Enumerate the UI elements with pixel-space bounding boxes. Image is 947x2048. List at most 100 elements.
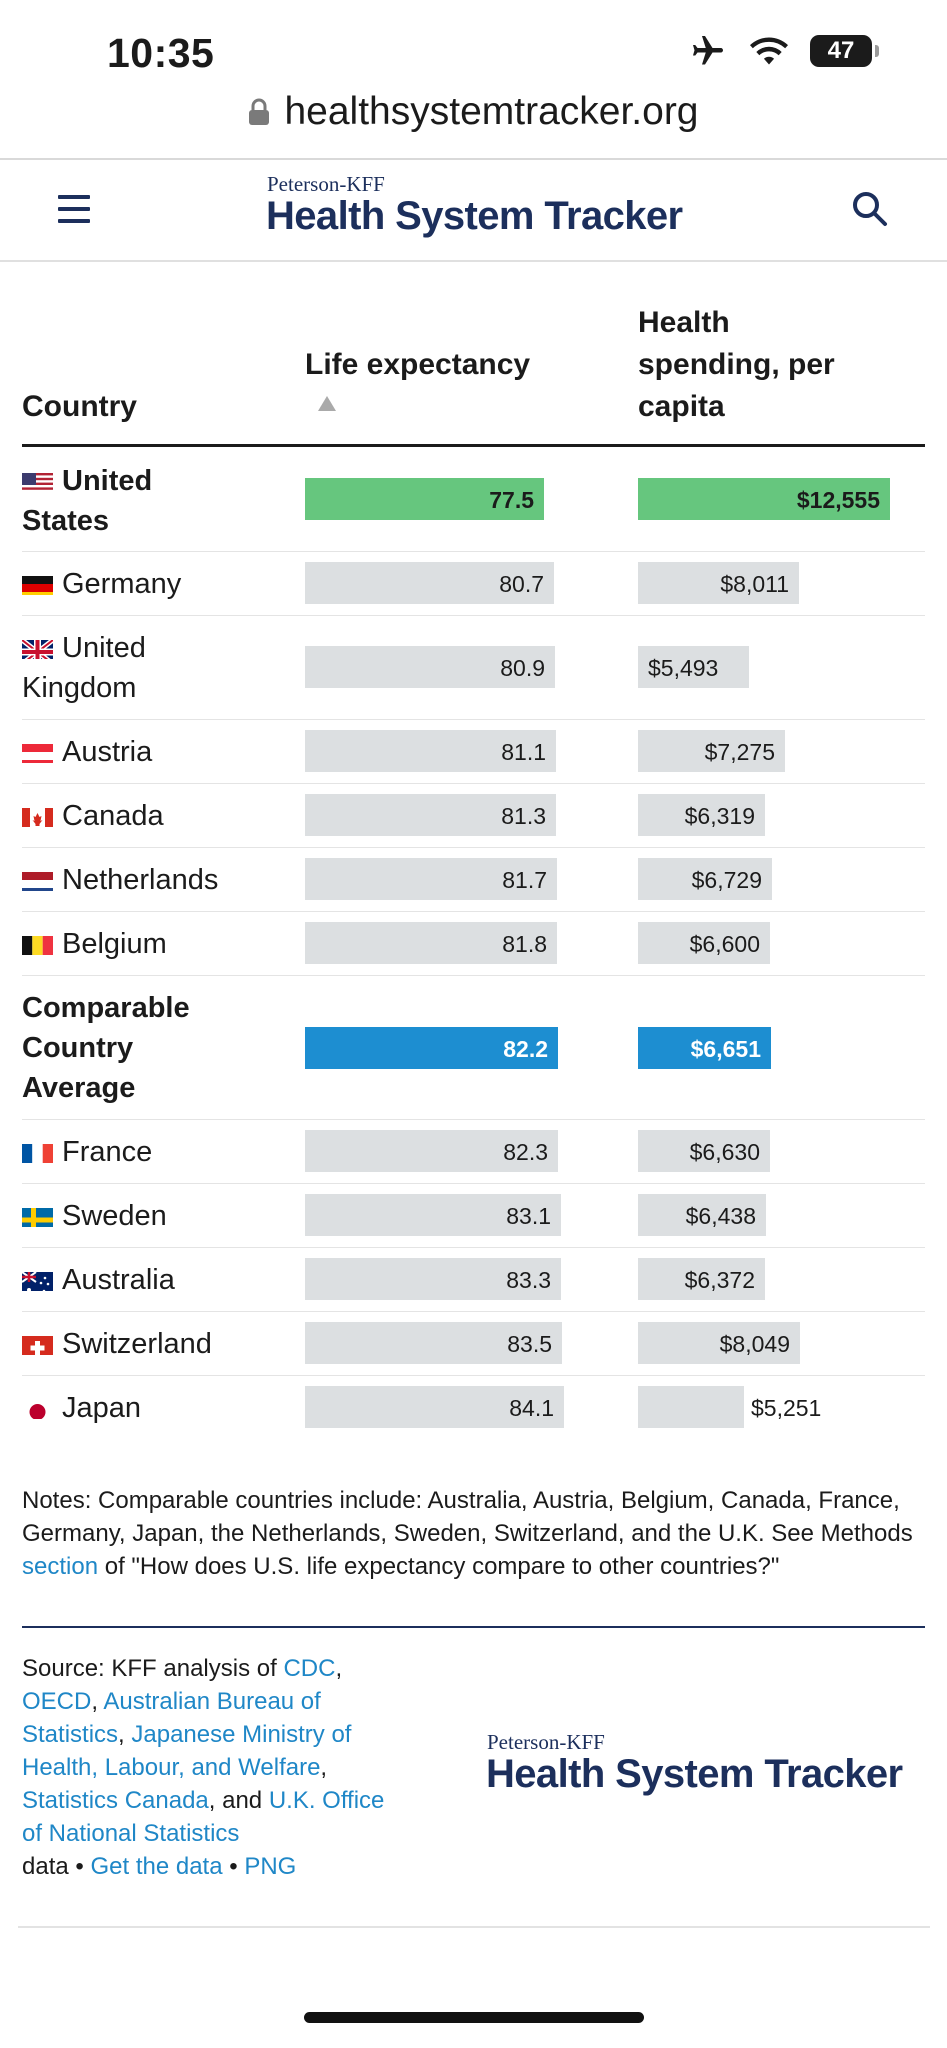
spending-bar: $6,372 — [638, 1258, 765, 1300]
germany-flag-icon — [22, 571, 53, 595]
lock-icon — [248, 92, 270, 136]
column-header-spending[interactable]: Health spending, per capita — [638, 302, 835, 428]
abs-link[interactable]: Australian Bureau of Statistics — [22, 1688, 321, 1748]
spending-bar: $6,600 — [638, 922, 770, 964]
country-line: Comparable — [22, 992, 190, 1024]
life-bar: 84.1 — [305, 1386, 564, 1428]
row-divider — [22, 719, 925, 720]
table-row: Netherlands 81.7 $6,729 — [22, 848, 925, 912]
row-divider — [22, 975, 925, 976]
source-text: Source: KFF analysis of — [22, 1655, 284, 1682]
header-rule — [22, 444, 925, 447]
row-divider — [22, 615, 925, 616]
row-divider — [22, 847, 925, 848]
table-row: United Kingdom 80.9 $5,493 — [22, 616, 925, 720]
sweden-flag-icon — [22, 1203, 53, 1227]
sort-ascending-icon[interactable] — [318, 396, 336, 411]
japan-ministry-link[interactable]: Japanese Ministry of Health, Labour, and… — [22, 1721, 352, 1781]
country-name: France — [22, 1132, 152, 1172]
address-bar[interactable]: healthsystemtracker.org — [0, 90, 947, 136]
country-line: Netherlands — [62, 864, 219, 896]
site-logo[interactable]: Health System Tracker — [266, 194, 683, 238]
column-header-life-expectancy[interactable]: Life expectancy — [305, 348, 531, 381]
japan-flag-icon — [22, 1395, 53, 1419]
header-line: Health — [638, 306, 730, 339]
row-divider — [22, 1119, 925, 1120]
airplane-icon — [693, 36, 723, 65]
table-row: Canada 81.3 $6,319 — [22, 784, 925, 848]
column-header-country[interactable]: Country — [22, 390, 137, 423]
country-line: Canada — [62, 800, 164, 832]
spending-value: $5,251 — [751, 1395, 822, 1421]
country-name: Canada — [22, 796, 164, 836]
png-link[interactable]: PNG — [244, 1853, 297, 1880]
row-divider — [22, 911, 925, 912]
spending-bar: $6,651 — [638, 1027, 771, 1069]
table-row: Belgium 81.8 $6,600 — [22, 912, 925, 976]
spending-bar: $6,630 — [638, 1130, 770, 1172]
canada-flag-icon — [22, 803, 53, 827]
country-name: Comparable Country Average — [22, 988, 190, 1108]
country-name: United Kingdom — [22, 628, 146, 708]
spending-bar — [638, 1386, 744, 1428]
notes-text: Notes: Comparable countries include: Aus… — [22, 1487, 913, 1547]
header-line: capita — [638, 390, 725, 423]
get-data-link[interactable]: Get the data — [90, 1853, 223, 1880]
country-line: Belgium — [62, 928, 167, 960]
statistics-canada-link[interactable]: Statistics Canada — [22, 1787, 209, 1814]
country-line: Switzerland — [62, 1328, 212, 1360]
brand-subtitle: Peterson-KFF — [267, 172, 385, 196]
country-name: Switzerland — [22, 1324, 212, 1364]
life-bar: 83.1 — [305, 1194, 561, 1236]
country-name: Austria — [22, 732, 152, 772]
country-line: Austria — [62, 736, 153, 768]
row-divider — [22, 1311, 925, 1312]
ons-link[interactable]: U.K. Office of National Statistics — [22, 1787, 385, 1847]
uk-flag-icon — [22, 635, 53, 659]
spending-bar: $8,049 — [638, 1322, 800, 1364]
table-row: United States 77.5 $12,555 — [22, 447, 925, 552]
table-row: Australia 83.3 $6,372 — [22, 1248, 925, 1312]
status-time: 10:35 — [107, 30, 215, 76]
country-name: Belgium — [22, 924, 167, 964]
country-line: Japan — [62, 1392, 142, 1424]
switzerland-flag-icon — [22, 1331, 53, 1355]
country-line: Australia — [62, 1264, 175, 1296]
country-line: States — [22, 505, 110, 537]
table-row: France 82.3 $6,630 — [22, 1120, 925, 1184]
austria-flag-icon — [22, 739, 53, 763]
methods-section-link[interactable]: section — [22, 1553, 99, 1580]
bullet-separator: • — [68, 1853, 91, 1880]
life-bar: 81.7 — [305, 858, 557, 900]
hamburger-menu-icon[interactable] — [58, 195, 90, 231]
row-divider — [22, 1183, 925, 1184]
row-divider — [22, 1247, 925, 1248]
country-line: Average — [22, 1072, 136, 1104]
site-header: Peterson-KFF Health System Tracker — [0, 160, 947, 260]
bullet-separator: • — [222, 1853, 245, 1880]
country-line: Sweden — [62, 1200, 167, 1232]
life-bar: 77.5 — [305, 478, 544, 520]
life-bar: 81.3 — [305, 794, 556, 836]
search-icon[interactable] — [851, 190, 889, 228]
table-row: Sweden 83.1 $6,438 — [22, 1184, 925, 1248]
cdc-link[interactable]: CDC — [283, 1655, 336, 1682]
belgium-flag-icon — [22, 931, 53, 955]
country-name: Sweden — [22, 1196, 167, 1236]
battery-icon: 47 — [810, 35, 879, 67]
home-indicator[interactable] — [304, 2012, 644, 2023]
footer-logo[interactable]: Health System Tracker — [486, 1752, 903, 1796]
footer-divider — [18, 1926, 930, 1928]
row-divider — [22, 551, 925, 552]
spending-bar: $12,555 — [638, 478, 890, 520]
australia-flag-icon — [22, 1267, 53, 1291]
country-line: Country — [22, 1032, 134, 1064]
footer-brand-subtitle: Peterson-KFF — [487, 1730, 605, 1754]
oecd-link[interactable]: OECD — [22, 1688, 92, 1715]
life-bar: 81.1 — [305, 730, 556, 772]
status-bar: 10:35 47 — [0, 0, 947, 92]
life-bar: 81.8 — [305, 922, 557, 964]
table-row: Japan 84.1 $5,251 — [22, 1376, 925, 1440]
spending-bar: $6,319 — [638, 794, 765, 836]
table-row: Comparable Country Average 82.2 $6,651 — [22, 976, 925, 1120]
